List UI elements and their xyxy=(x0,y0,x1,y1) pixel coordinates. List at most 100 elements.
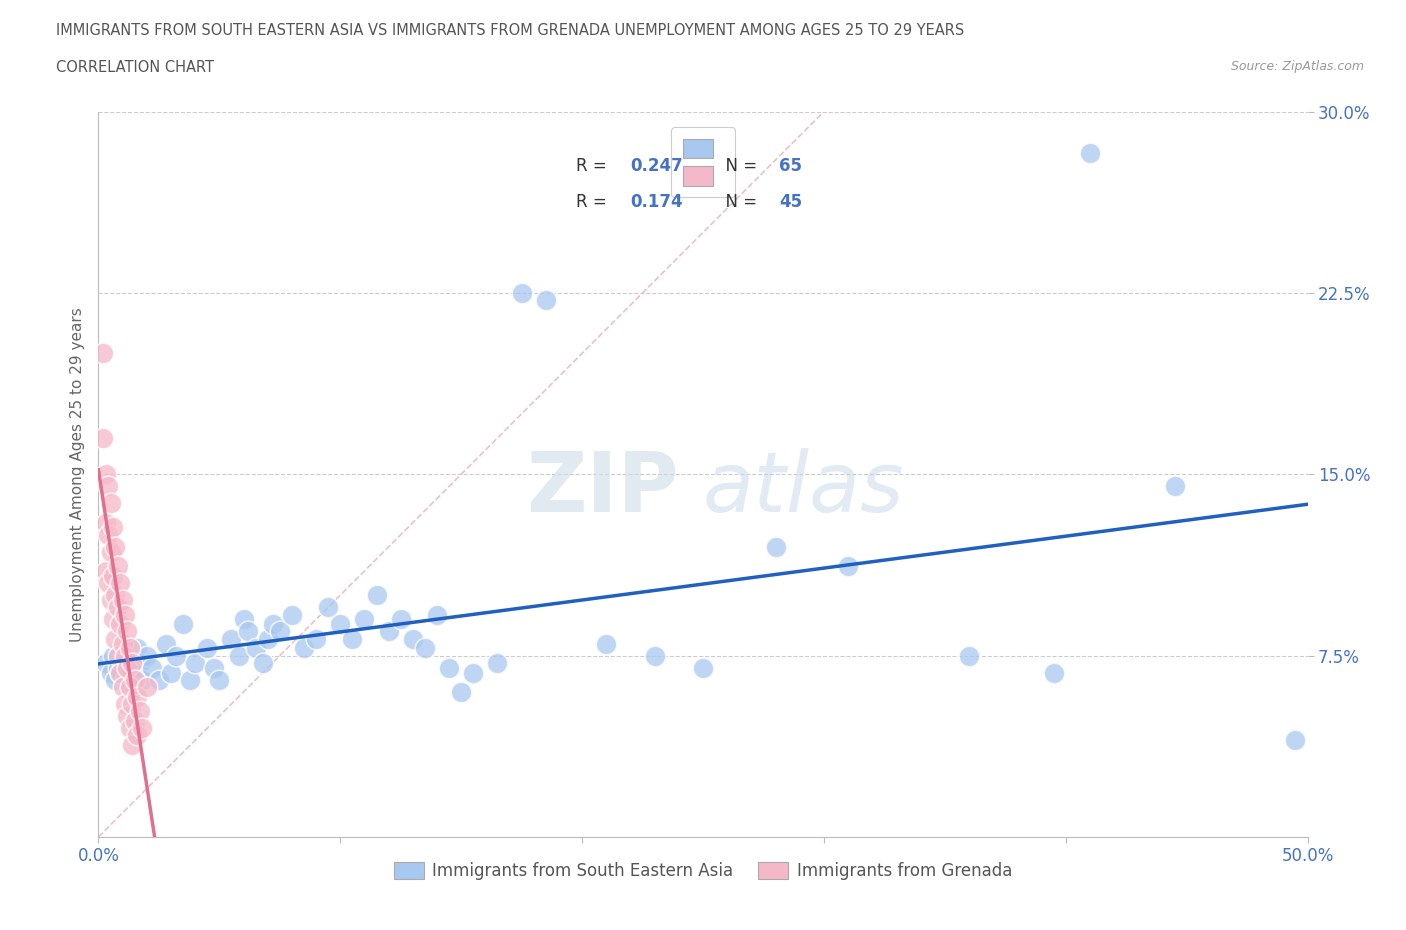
Point xyxy=(121,665,143,680)
Point xyxy=(221,631,243,646)
Point xyxy=(426,607,449,622)
Point xyxy=(111,592,134,607)
Point xyxy=(450,684,472,699)
Point xyxy=(101,612,124,627)
Point xyxy=(104,588,127,603)
Point xyxy=(118,721,141,736)
Point xyxy=(1042,665,1064,680)
Point xyxy=(114,672,136,687)
Point xyxy=(124,672,146,687)
Point xyxy=(252,656,274,671)
Point xyxy=(97,479,120,494)
Text: 0.247: 0.247 xyxy=(630,157,683,175)
Point xyxy=(94,467,117,482)
Point xyxy=(104,672,127,687)
Point xyxy=(437,660,460,675)
Point xyxy=(148,672,170,687)
Point xyxy=(160,665,183,680)
Point xyxy=(124,680,146,695)
Point xyxy=(107,559,129,574)
Point xyxy=(342,631,364,646)
Text: 65: 65 xyxy=(779,157,803,175)
Point xyxy=(118,680,141,695)
Point xyxy=(111,680,134,695)
Point xyxy=(281,607,304,622)
Point xyxy=(184,656,207,671)
Point xyxy=(155,636,177,651)
Point xyxy=(127,641,149,656)
Text: N =: N = xyxy=(716,157,762,175)
Point xyxy=(121,697,143,711)
Text: CORRELATION CHART: CORRELATION CHART xyxy=(56,60,214,75)
Point xyxy=(104,539,127,554)
Point xyxy=(127,728,149,743)
Point xyxy=(111,656,134,671)
Point xyxy=(204,660,226,675)
Point xyxy=(114,648,136,663)
Point xyxy=(117,648,139,663)
Point xyxy=(510,286,533,300)
Point xyxy=(238,624,260,639)
Point xyxy=(104,631,127,646)
Point xyxy=(127,689,149,704)
Text: 45: 45 xyxy=(779,193,803,211)
Text: ZIP: ZIP xyxy=(526,448,679,529)
Point xyxy=(131,721,153,736)
Point xyxy=(195,641,218,656)
Point xyxy=(107,648,129,663)
Point xyxy=(108,665,131,680)
Point xyxy=(1284,733,1306,748)
Point xyxy=(305,631,328,646)
Point xyxy=(100,496,122,511)
Point xyxy=(1078,145,1101,160)
Y-axis label: Unemployment Among Ages 25 to 29 years: Unemployment Among Ages 25 to 29 years xyxy=(69,307,84,642)
Point xyxy=(165,648,187,663)
Point xyxy=(228,648,250,663)
Point xyxy=(97,527,120,542)
Point xyxy=(118,641,141,656)
Point xyxy=(644,648,666,663)
Point xyxy=(534,293,557,308)
Point xyxy=(292,641,315,656)
Point xyxy=(101,648,124,663)
Point xyxy=(135,648,157,663)
Point xyxy=(135,680,157,695)
Text: 0.174: 0.174 xyxy=(630,193,683,211)
Point xyxy=(595,636,617,651)
Text: atlas: atlas xyxy=(703,448,904,529)
Point xyxy=(114,697,136,711)
Point xyxy=(957,648,980,663)
Point xyxy=(377,624,399,639)
Point xyxy=(111,636,134,651)
Point xyxy=(413,641,436,656)
Legend: Immigrants from South Eastern Asia, Immigrants from Grenada: Immigrants from South Eastern Asia, Immi… xyxy=(387,856,1019,886)
Point xyxy=(100,592,122,607)
Point xyxy=(389,612,412,627)
Point xyxy=(172,617,194,631)
Point xyxy=(94,515,117,530)
Point xyxy=(121,737,143,752)
Point xyxy=(94,656,117,671)
Point xyxy=(118,660,141,675)
Point xyxy=(128,704,150,719)
Point xyxy=(179,672,201,687)
Point xyxy=(91,346,114,361)
Point xyxy=(108,665,131,680)
Point xyxy=(208,672,231,687)
Point xyxy=(91,431,114,445)
Point xyxy=(131,672,153,687)
Point xyxy=(124,713,146,728)
Text: N =: N = xyxy=(716,193,762,211)
Point xyxy=(100,665,122,680)
Point xyxy=(765,539,787,554)
Point xyxy=(232,612,254,627)
Point xyxy=(114,607,136,622)
Point xyxy=(128,656,150,671)
Text: R =: R = xyxy=(576,193,617,211)
Point xyxy=(107,600,129,615)
Point xyxy=(107,660,129,675)
Text: R =: R = xyxy=(576,157,612,175)
Text: Source: ZipAtlas.com: Source: ZipAtlas.com xyxy=(1230,60,1364,73)
Text: IMMIGRANTS FROM SOUTH EASTERN ASIA VS IMMIGRANTS FROM GRENADA UNEMPLOYMENT AMONG: IMMIGRANTS FROM SOUTH EASTERN ASIA VS IM… xyxy=(56,23,965,38)
Point xyxy=(94,564,117,578)
